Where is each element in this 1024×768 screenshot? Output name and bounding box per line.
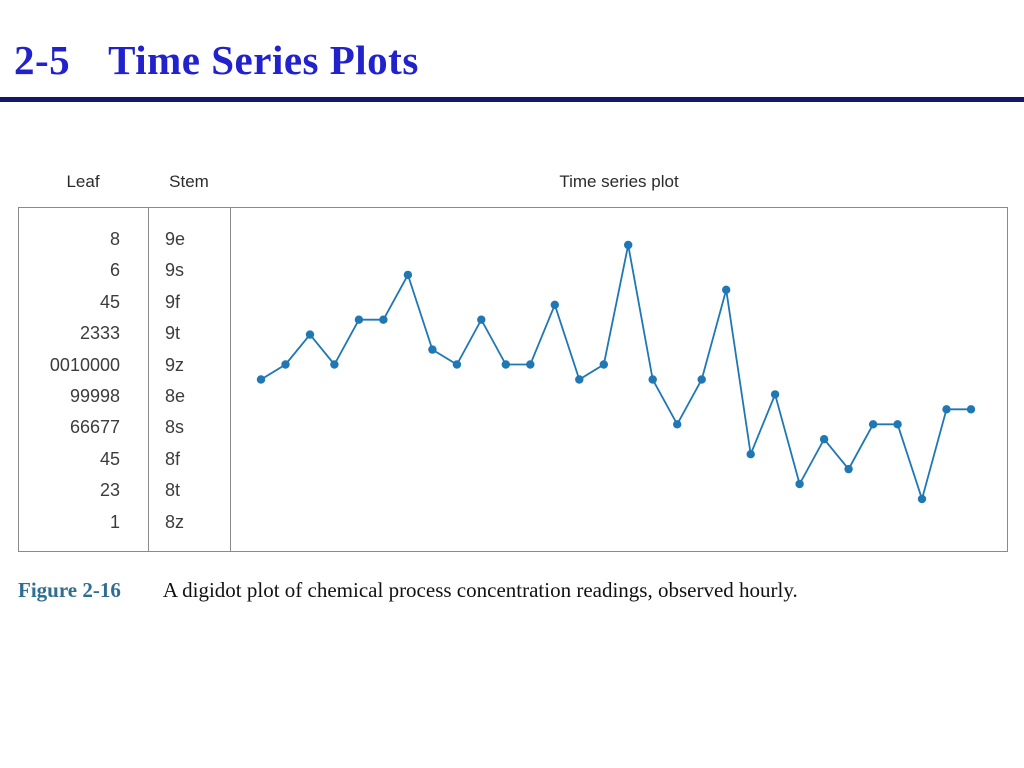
data-point-marker [599, 360, 608, 369]
leaf-value: 0010000 [49, 354, 120, 375]
data-point-marker [526, 360, 535, 369]
data-point-marker [673, 420, 682, 429]
stem-value: 8z [165, 511, 185, 532]
leaf-value: 66677 [69, 417, 120, 438]
leaf-value: 45 [99, 448, 120, 469]
stem-column-header: Stem [169, 172, 209, 191]
figure-caption-text: A digidot plot of chemical process conce… [162, 578, 798, 602]
data-point-marker [966, 405, 976, 414]
stem-value: 9f [165, 291, 181, 312]
figure-caption-label: Figure 2-16 [18, 578, 121, 602]
data-point-marker [893, 420, 902, 429]
data-point-marker [868, 420, 878, 429]
data-point-marker [844, 464, 853, 474]
data-point-marker [354, 315, 364, 324]
data-point-marker [403, 270, 413, 280]
data-point-marker [697, 375, 706, 384]
title-divider [0, 97, 1024, 102]
digidot-figure-box: 8 6 45 2333 0010000 99998 66677 45 23 1 9e 9s 9f 9t 9… [18, 207, 1008, 552]
data-point-marker [770, 390, 780, 399]
data-point-marker [330, 360, 339, 369]
data-point-marker [501, 360, 510, 369]
data-point-marker [648, 375, 657, 384]
leaf-value: 1 [109, 511, 120, 532]
stem-value: 8f [165, 448, 181, 469]
stem-value: 9z [165, 354, 185, 375]
data-point-marker [452, 360, 462, 369]
data-point-marker [795, 479, 804, 489]
stem-value: 8t [165, 480, 181, 501]
data-point-marker [575, 375, 584, 384]
data-point-marker [624, 240, 633, 250]
section-number: 2-5 [14, 37, 71, 83]
data-point-marker [942, 405, 951, 414]
leaf-value: 45 [99, 291, 120, 312]
leaf-value: 99998 [69, 385, 120, 406]
data-point-marker [379, 315, 388, 324]
data-point-marker [722, 285, 731, 294]
leaf-column: 8 6 45 2333 0010000 99998 66677 45 23 1 [19, 208, 149, 551]
stem-column: 9e 9s 9f 9t 9z 8e 8s 8f 8t 8z [149, 208, 231, 551]
stem-value: 9s [165, 260, 185, 281]
leaf-value: 8 [109, 229, 120, 249]
stem-value: 9e [165, 229, 186, 249]
leaf-column-header: Leaf [66, 172, 100, 191]
slide-title-text: Time Series Plots [108, 37, 419, 83]
data-point-marker [256, 375, 266, 384]
leaf-value: 6 [109, 260, 120, 281]
stem-value: 9t [165, 323, 181, 344]
data-point-marker [281, 360, 290, 369]
time-series-line [260, 244, 971, 503]
data-point-marker [305, 330, 315, 339]
figure-headers: Leaf Stem Time series plot [18, 172, 1008, 192]
leaf-value: 23 [99, 480, 120, 501]
time-series-plot-svg [256, 240, 976, 504]
leaf-value: 2333 [79, 323, 120, 344]
plot-area [231, 208, 1007, 551]
data-point-marker [550, 300, 559, 309]
data-point-marker [746, 450, 755, 459]
figure-caption: Figure 2-16 A digidot plot of chemical p… [18, 578, 1008, 603]
data-point-marker [428, 345, 437, 354]
time-series-plot-header: Time series plot [559, 172, 679, 191]
slide-title: 2-5 Time Series Plots [14, 37, 419, 83]
data-point-marker [917, 494, 927, 504]
stem-value: 8e [165, 385, 186, 406]
data-point-marker [477, 315, 486, 324]
data-point-marker [819, 435, 829, 444]
stem-value: 8s [165, 417, 185, 438]
